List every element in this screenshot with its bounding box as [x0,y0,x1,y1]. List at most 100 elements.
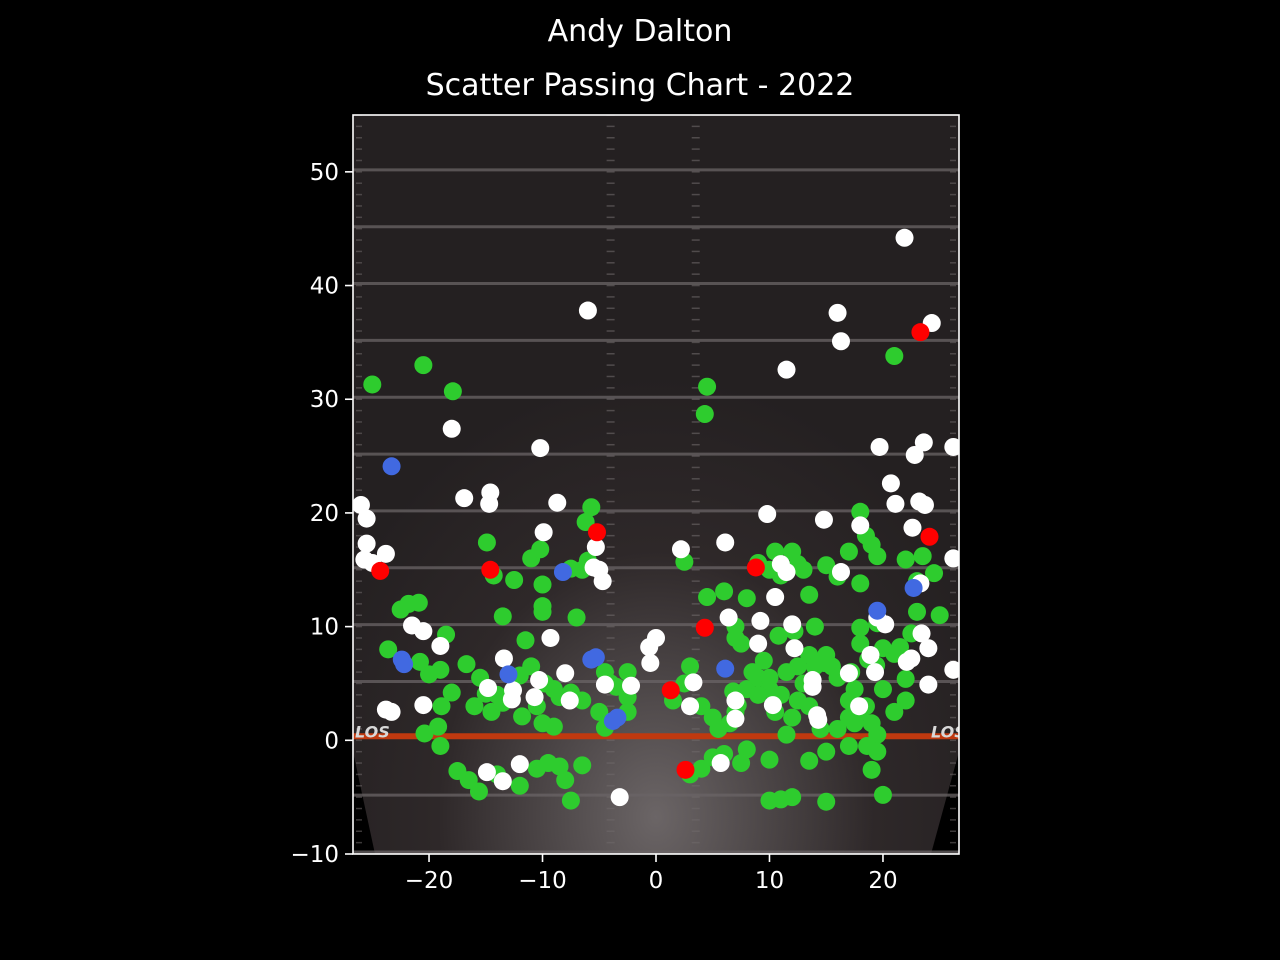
pass-point-series-1 [684,673,703,692]
y-tick-label: 50 [310,160,339,186]
los-label-right: LOS [931,722,966,741]
pass-point-series-0 [469,782,488,801]
pass-point-series-0 [862,760,881,779]
pass-point-series-1 [915,495,934,514]
pass-point-series-1 [510,755,529,774]
pass-point-series-1 [831,332,850,351]
pass-point-series-1 [803,677,822,696]
pass-point-series-1 [647,628,665,647]
y-tick-label: −10 [290,842,339,868]
pass-point-series-1 [783,615,802,634]
pass-point-series-0 [715,582,734,601]
pass-point-series-0 [817,556,836,575]
pass-point-series-1 [861,646,880,665]
pass-point-series-1 [866,663,885,682]
los-label-left: LOS [355,722,390,741]
pass-point-series-1 [716,533,735,552]
pass-point-series-0 [443,382,462,401]
pass-point-series-1 [876,615,895,634]
pass-point-series-0 [533,602,552,621]
pass-point-series-0 [817,742,836,761]
pass-point-series-0 [760,668,779,687]
pass-point-series-1 [480,494,499,513]
pass-point-series-1 [578,301,597,320]
pass-point-series-1 [586,538,605,557]
pass-point-series-1 [839,664,858,683]
pass-point-series-1 [610,788,629,807]
pass-point-series-0 [432,697,451,716]
pass-point-series-1 [534,523,553,542]
pass-point-series-0 [794,560,813,579]
pass-point-series-2 [371,561,390,580]
chart-suptitle: Andy Dalton [547,14,733,49]
pass-point-series-1 [850,697,869,716]
pass-point-series-0 [858,736,877,755]
axes: −20 −10 0 10 20 −10 0 10 20 30 40 50 [290,160,897,894]
pass-point-series-0 [851,618,870,637]
pass-point-series-0 [760,750,779,769]
pass-point-series-1 [785,639,804,658]
pass-point-series-1 [886,494,905,513]
pass-point-series-0 [873,680,892,699]
pass-point-series-0 [817,792,836,811]
pass-point-series-1 [944,660,959,679]
x-tick-label: 20 [868,868,897,894]
pass-point-series-0 [414,356,433,375]
pass-point-series-0 [465,697,484,716]
pass-point-series-1 [593,572,612,591]
pass-point-series-0 [363,375,382,394]
pass-point-series-1 [560,691,579,710]
pass-point-series-0 [913,547,932,566]
pass-point-series-1 [944,437,959,456]
pass-point-series-1 [622,676,641,695]
pass-point-series-2 [481,560,500,579]
pass-point-series-0 [516,631,535,650]
pass-point-series-1 [719,608,738,627]
pass-point-series-0 [590,702,609,721]
pass-point-series-1 [870,437,889,456]
pass-point-series-0 [769,626,788,645]
y-tick-label: 10 [310,615,339,641]
pass-point-series-2 [661,681,680,700]
pass-point-series-0 [415,724,434,743]
pass-point-series-0 [890,638,909,657]
pass-point-series-0 [431,660,450,679]
pass-point-series-0 [754,651,773,670]
pass-point-series-0 [505,571,524,590]
pass-point-series-1 [681,697,700,716]
pass-point-series-0 [582,498,601,517]
pass-point-series-0 [510,776,529,795]
y-tick-label: 0 [324,728,339,754]
pass-point-series-1 [758,505,777,524]
pass-point-series-1 [382,702,401,721]
pass-point-series-0 [896,691,915,710]
pass-point-series-0 [783,708,802,727]
pass-point-series-0 [698,377,717,396]
pass-point-series-2 [911,323,930,342]
pass-point-series-0 [431,736,450,755]
pass-point-series-1 [914,433,933,452]
pass-point-series-1 [376,544,395,563]
pass-point-series-0 [749,685,768,704]
pass-point-series-2 [920,527,939,546]
x-tick-label: 0 [649,868,664,894]
pass-point-series-0 [737,740,756,759]
pass-point-series-1 [726,691,745,710]
pass-point-series-0 [851,574,870,593]
pass-point-series-3 [716,659,735,678]
y-tick-label: 20 [310,501,339,527]
pass-point-series-0 [800,751,819,770]
pass-point-series-1 [749,634,768,653]
scatter-points [353,228,959,811]
pass-point-series-0 [828,719,847,738]
pass-point-series-1 [751,611,770,630]
pass-point-series-0 [908,602,927,621]
pass-point-series-0 [896,550,915,569]
pass-point-series-0 [513,707,532,726]
pass-point-series-1 [531,439,550,458]
pass-point-series-1 [353,495,370,514]
pass-point-series-3 [608,708,627,727]
pass-point-series-0 [698,588,717,607]
pass-point-series-1 [814,510,833,529]
pass-point-series-1 [809,710,828,729]
